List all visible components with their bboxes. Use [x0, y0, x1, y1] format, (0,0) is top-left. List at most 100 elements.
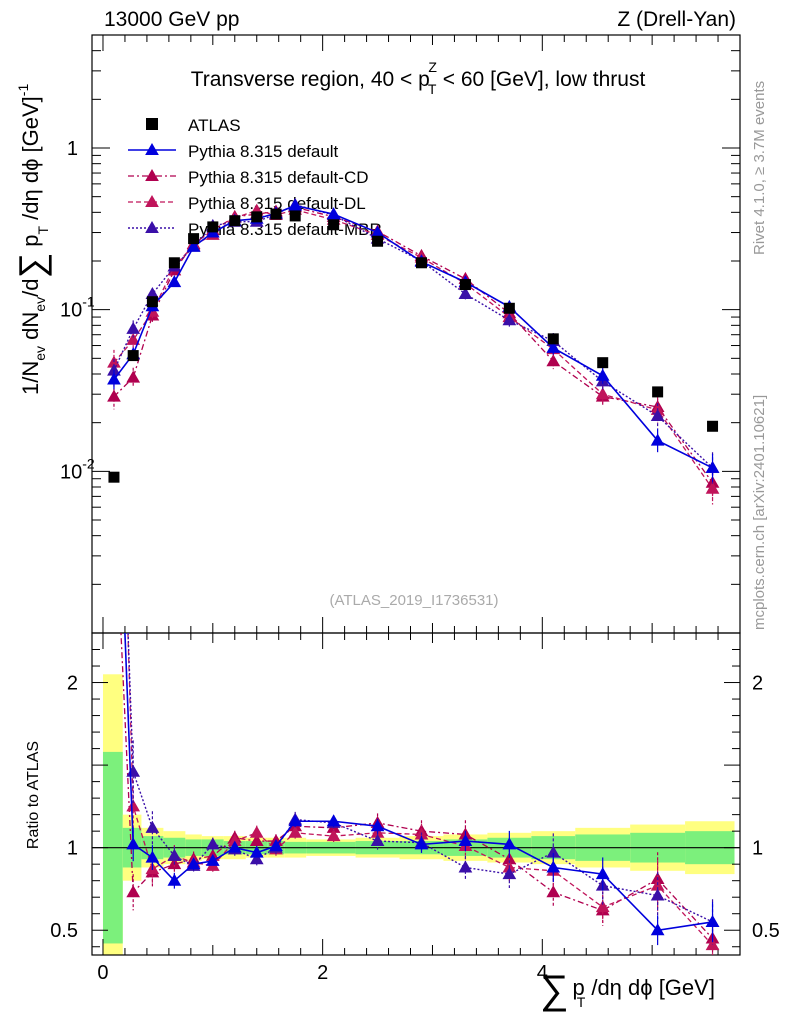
- y-tick-label: 1: [67, 138, 78, 160]
- series-line-cd: [113, 206, 714, 484]
- marker-cd: [546, 354, 561, 367]
- ylabel-ev: ev: [32, 346, 48, 361]
- data-point: [289, 210, 301, 222]
- marker-dl: [705, 481, 720, 494]
- x-tick-label: 4: [537, 962, 548, 984]
- ratio-marker-mbr: [458, 860, 473, 873]
- data-point: [707, 420, 719, 432]
- data-point: [270, 208, 282, 220]
- x-tick-label: 0: [97, 962, 108, 984]
- series-line-dl: [113, 209, 714, 490]
- legend-marker-data: [146, 118, 158, 130]
- ratio-marker-cd: [249, 834, 264, 847]
- marker-default: [107, 372, 121, 385]
- ratio-marker-dl: [108, 165, 120, 176]
- ratio-marker-default: [288, 814, 303, 827]
- ratio-tick-label-left: 2: [67, 673, 78, 695]
- ratio-series: [108, 165, 720, 955]
- marker-default: [546, 340, 561, 353]
- ratio-panel-frame: [91, 632, 741, 956]
- data-point: [652, 386, 664, 398]
- marker-default: [650, 433, 665, 446]
- legend-marker-mbr: [145, 220, 159, 233]
- marker-dl: [595, 387, 610, 400]
- data-point: [415, 257, 427, 269]
- data-point: [229, 215, 241, 227]
- plot-title: Transverse region, 40 < pTZ < 60 [GeV], …: [191, 59, 646, 97]
- y-tick-label: 10-2: [60, 455, 95, 483]
- ylabel-T: T: [35, 226, 51, 235]
- data-point: [372, 235, 384, 247]
- xlabel-rest: /dη dϕ [GeV]: [591, 975, 715, 1000]
- legend-item-cd: Pythia 8.315 default-CD: [128, 168, 369, 187]
- marker-mbr: [502, 313, 517, 326]
- ratio-marker-mbr: [167, 848, 182, 861]
- ylabel-ev2: ev: [32, 297, 48, 312]
- ratio-marker-default: [145, 850, 160, 863]
- legend-label-cd: Pythia 8.315 default-CD: [188, 168, 369, 187]
- title-sub: T: [428, 81, 437, 97]
- ratio-marker-dl: [249, 825, 264, 838]
- ratio-marker-mbr: [249, 852, 264, 865]
- data-point: [597, 357, 609, 369]
- ratio-marker-default: [458, 834, 473, 847]
- data-point: [503, 302, 515, 314]
- marker-default: [167, 275, 182, 288]
- ratio-marker-mbr: [145, 820, 160, 833]
- title-sup: Z: [428, 59, 437, 75]
- ratio-tick-label-left: 0.5: [50, 920, 78, 942]
- marker-default: [595, 368, 610, 381]
- ratio-marker-default: [546, 860, 561, 873]
- data-point: [188, 233, 200, 245]
- ratio-marker-mbr: [205, 837, 220, 850]
- legend-label-default: Pythia 8.315 default: [188, 142, 339, 161]
- data-point: [168, 257, 180, 269]
- ylabel-p: p: [18, 235, 43, 253]
- ratio-tick-label-right: 2: [752, 673, 763, 695]
- ratio-marker-mbr: [502, 867, 517, 880]
- ratio-marker-default: [126, 837, 141, 850]
- series-line-mbr: [113, 204, 714, 469]
- ratio-marker-dl: [595, 900, 610, 913]
- series-dl: [107, 202, 720, 505]
- data-point: [547, 333, 559, 345]
- title-post: < 60 [GeV], low thrust: [437, 68, 646, 91]
- ratio-marker-default: [269, 839, 283, 852]
- ratio-marker-default: [227, 840, 242, 853]
- ratio-marker-default: [414, 837, 429, 850]
- ratio-marker-mbr: [650, 888, 665, 901]
- data-point: [127, 350, 139, 362]
- data-point: [328, 219, 340, 231]
- marker-cd: [126, 370, 141, 383]
- series-cd: [107, 200, 720, 499]
- header-left: 13000 GeV pp: [104, 8, 239, 31]
- header-right: Z (Drell-Yan): [617, 8, 736, 31]
- ratio-marker-dl: [126, 799, 141, 812]
- ylabel-tail: /d: [18, 279, 43, 297]
- data-point: [459, 279, 471, 291]
- series-line-default: [113, 204, 713, 469]
- legend-marker-dl: [145, 194, 159, 207]
- xlabel-sum: ∑: [540, 968, 569, 1012]
- ratio-y-axis-label: Ratio to ATLAS: [25, 741, 42, 849]
- xlabel-p: p: [573, 975, 585, 1000]
- ratio-series-default: [124, 633, 720, 946]
- y-axis-label: 1/Nev dNev/d∑ pT /dη dϕ [GeV]-1: [11, 84, 52, 395]
- ratio-marker-default: [502, 837, 517, 850]
- y-tick-base: 10: [60, 300, 82, 322]
- data-point: [251, 211, 263, 223]
- ratio-marker-default: [249, 845, 264, 858]
- ratio-marker-default: [186, 857, 201, 870]
- ratio-marker-dl: [326, 829, 341, 842]
- marker-mbr: [126, 321, 141, 334]
- series-data: [108, 208, 719, 483]
- y-tick-exp: -1: [82, 294, 95, 310]
- y-tick-exp: -2: [82, 455, 95, 471]
- data-point: [146, 296, 158, 308]
- ratio-marker-default: [595, 867, 610, 880]
- ratio-tick-label-right: 0.5: [752, 920, 780, 942]
- marker-mbr: [458, 286, 473, 299]
- ylabel-exp: -1: [15, 84, 31, 97]
- legend-item-data: ATLAS: [146, 116, 241, 135]
